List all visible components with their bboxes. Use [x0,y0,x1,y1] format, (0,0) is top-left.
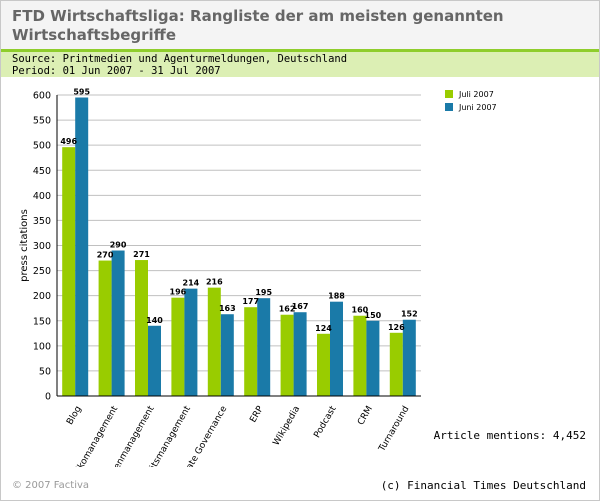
data-label: 196 [170,288,187,297]
data-label: 188 [328,292,345,301]
legend-swatch [445,90,453,98]
legend-label: Juni 2007 [458,103,497,112]
bar-juli [171,297,185,396]
data-label: 140 [146,316,163,325]
bar-juli [135,260,148,396]
y-tick-label: 600 [33,91,51,102]
bars [62,97,416,396]
y-tick-label: 350 [33,216,51,227]
data-label: 214 [183,279,200,288]
source-text: Source: Printmedien und Agenturmeldungen… [12,53,348,65]
data-label: 595 [73,88,90,97]
bar-juli [98,260,112,396]
bar-juni [184,288,198,396]
data-label: 126 [388,323,405,332]
data-label: 270 [97,251,114,260]
y-tick-label: 250 [33,266,51,277]
x-tick-label: Wikipedia [272,405,303,448]
bar-juni [75,97,89,396]
bar-juni [148,325,161,396]
y-tick-label: 450 [33,166,51,177]
legend-label: Juli 2007 [458,90,494,99]
bar-chart: 0 50 100 150 200 250 300 350 400 450 500 550 600 pres… [19,88,497,467]
data-label: 124 [315,324,332,333]
y-tick-label: 0 [45,392,51,403]
y-tick-label: 400 [33,191,51,202]
x-tick-label: ERP [248,404,266,425]
data-label: 271 [133,250,150,259]
data-label: 150 [365,311,382,320]
bar-juni [220,314,234,396]
data-label: 195 [255,288,272,297]
bar-juli [280,314,294,396]
bar-juni [402,319,416,396]
data-label: 163 [219,304,236,313]
bar-juni [366,320,380,396]
x-tick-label: Podcast [312,404,338,440]
y-tick-label: 550 [33,116,51,127]
data-label: 152 [401,310,418,319]
legend-swatch [445,103,453,111]
bar-juli [389,332,403,396]
header: FTD Wirtschaftsliga: Rangliste der am me… [1,1,599,52]
bar-juni [257,298,271,396]
axes [56,95,421,397]
source-info: Source: Printmedien und Agenturmeldungen… [1,52,599,77]
data-label: 162 [279,305,296,314]
y-tick-label: 200 [33,291,51,302]
data-label: 496 [60,137,77,146]
y-tick-label: 500 [33,141,51,152]
page-title: FTD Wirtschaftsliga: Rangliste der am me… [12,7,504,44]
y-tick-label: 50 [39,366,51,377]
x-tick-label: Turnaround [377,405,412,455]
legend: Juli 2007 Juni 2007 [445,90,497,112]
copyright: © 2007 Factiva [12,480,90,491]
period-text: Period: 01 Jun 2007 - 31 Jul 2007 [12,65,221,77]
y-tick-label: 100 [33,341,51,352]
x-tick-label: CRM [356,405,375,428]
mentions-value: 4,452 [552,429,586,442]
bar-juli [62,147,76,396]
data-label: 160 [352,306,369,315]
bar-juli [317,333,330,396]
mentions-label: Article mentions: [433,429,547,442]
bar-juli [353,315,367,396]
article-mentions: Article mentions: 4,452 [434,429,586,442]
bar-juli [207,287,221,396]
y-tick-label: 300 [33,241,51,252]
bar-juni [330,301,343,396]
y-tick-label: 150 [33,316,51,327]
bar-juni [293,312,307,396]
bar-juni [111,250,125,396]
data-label: 290 [110,241,127,250]
bar-juli [244,307,258,396]
data-label: 216 [206,278,223,287]
data-label: 177 [242,297,259,306]
credit: (c) Financial Times Deutschland [380,479,586,492]
x-tick-label: Blog [65,405,84,427]
y-axis-label: press citations [19,209,30,282]
data-label: 167 [292,302,309,311]
